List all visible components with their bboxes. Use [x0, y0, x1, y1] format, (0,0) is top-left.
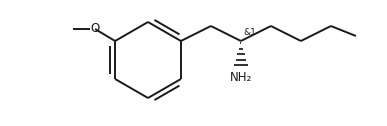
Text: O: O	[91, 22, 100, 35]
Text: NH₂: NH₂	[230, 71, 252, 84]
Text: &1: &1	[243, 28, 256, 37]
